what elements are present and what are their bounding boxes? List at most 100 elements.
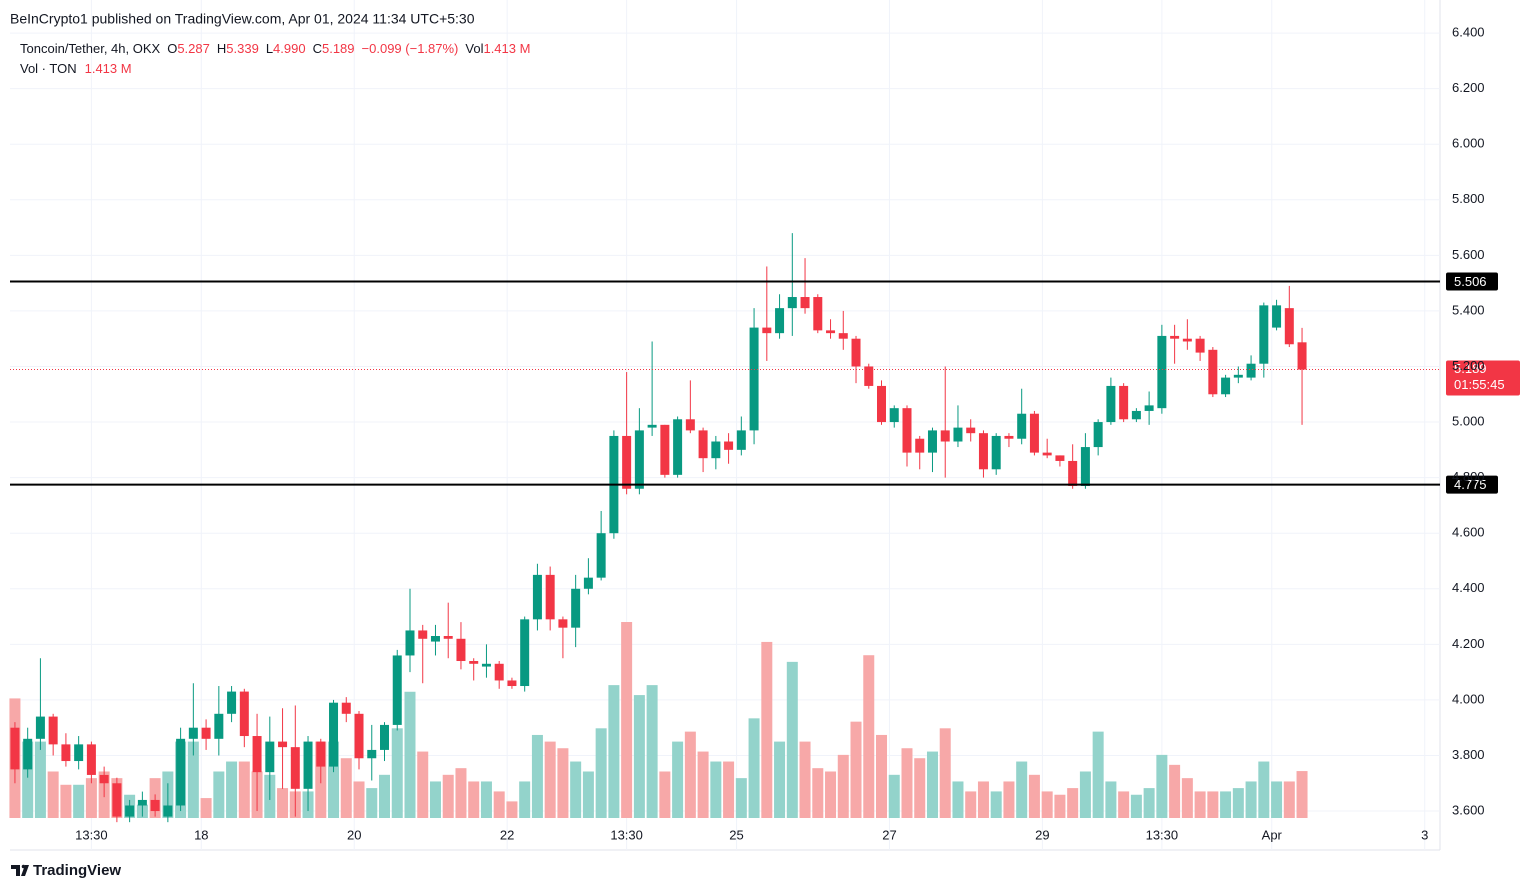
candle-body (1221, 377, 1231, 395)
x-tick-label: 25 (729, 827, 743, 842)
volume-bar (863, 655, 875, 818)
candle-body (647, 424, 657, 428)
candle-body (736, 430, 746, 450)
volume-bar (633, 695, 645, 818)
volume-bar (519, 781, 531, 818)
candle-body (775, 308, 785, 334)
volume-bar (1041, 791, 1053, 818)
volume-bar (621, 622, 633, 818)
candle-body (685, 419, 695, 431)
volume-bar (22, 741, 34, 818)
candle-body (188, 727, 198, 739)
candle-body (163, 805, 173, 817)
volume-bar (1207, 791, 1219, 818)
candle-body (1182, 338, 1192, 342)
volume-bar (187, 741, 199, 818)
candle-body (1093, 422, 1103, 448)
candle-body (35, 716, 45, 739)
y-tick-label: 3.800 (1452, 747, 1485, 762)
logo-dot (21, 864, 26, 869)
volume-bar (85, 778, 97, 818)
volume-bar (659, 771, 671, 818)
candle-body (1157, 335, 1167, 409)
y-tick-label: 3.600 (1452, 802, 1485, 817)
volume-bar (723, 761, 735, 818)
volume-bar (391, 728, 403, 818)
volume-bar (1016, 761, 1028, 818)
volume-bar (200, 798, 212, 818)
volume-bar (774, 741, 786, 818)
candle-body (469, 661, 479, 664)
volume-bar (901, 748, 913, 818)
candle-body (520, 619, 530, 687)
volume-bar (939, 728, 951, 818)
y-tick-label: 5.000 (1452, 413, 1485, 428)
y-tick-label: 6.400 (1452, 25, 1485, 40)
candle-body (367, 749, 377, 759)
countdown-label: 01:55:45 (1454, 377, 1505, 392)
volume-bar (404, 691, 416, 818)
volume-bar (366, 788, 378, 818)
vol-value: 1.413 M (85, 61, 132, 76)
candle-body (418, 630, 428, 639)
volume-bar (417, 751, 429, 818)
volume-bar (1169, 764, 1181, 818)
candle-body (902, 408, 912, 453)
axes: 3.600 3.800 4.000 4.200 4.400 4.600 4.800 5.000… (75, 25, 1484, 843)
volume-bar (1105, 781, 1117, 818)
candle-body (61, 744, 71, 762)
volume-bar (34, 741, 46, 818)
volume-bar (238, 761, 250, 818)
candle-body (532, 574, 542, 620)
volume-bar (468, 781, 480, 818)
x-tick-label: 22 (500, 827, 514, 842)
volume-bar (506, 801, 518, 818)
volume-bar (748, 718, 760, 818)
candle-body (1106, 385, 1116, 423)
candle-body (494, 663, 504, 681)
vol-value: 1.413 M (483, 41, 530, 56)
candle-body (48, 716, 58, 745)
candle-body (889, 408, 899, 423)
y-tick-label: 5.800 (1452, 191, 1485, 206)
level-label: 5.506 (1454, 274, 1487, 289)
volume-bar (799, 741, 811, 818)
candle-body (1131, 410, 1141, 420)
x-tick-label: 20 (347, 827, 361, 842)
candle-body (23, 738, 33, 770)
x-tick-label: 27 (882, 827, 896, 842)
candle-body (176, 738, 186, 806)
y-tick-label: 4.000 (1452, 691, 1485, 706)
candle-body (724, 441, 734, 450)
candle-body (1246, 363, 1256, 378)
candle-body (303, 741, 313, 789)
x-tick-label: 13:30 (610, 827, 643, 842)
ohlc-key: O (167, 41, 177, 56)
candle-body (316, 741, 326, 767)
candle-body (227, 691, 237, 714)
candle-body (1297, 342, 1307, 370)
y-tick-label: 4.600 (1452, 525, 1485, 540)
volume-bar (340, 758, 352, 818)
candle-body (405, 630, 415, 656)
candle-body (86, 744, 96, 775)
candle-body (545, 574, 555, 620)
y-tick-label: 5.600 (1452, 247, 1485, 262)
volume-bar (684, 731, 696, 818)
candle-body (265, 741, 275, 773)
volume-bar (825, 771, 837, 818)
candle-body (634, 430, 644, 489)
candle-body (864, 366, 874, 386)
volume-bar (1079, 771, 1091, 818)
candle-body (290, 747, 300, 789)
candle-body (239, 691, 249, 737)
volume-bar (990, 791, 1002, 818)
y-tick-label: 4.800 (1452, 469, 1485, 484)
volume-bar (1130, 794, 1142, 818)
level-label-box (1446, 475, 1498, 494)
candle-body (673, 419, 683, 475)
ohlc-value: 5.339 (226, 41, 259, 56)
